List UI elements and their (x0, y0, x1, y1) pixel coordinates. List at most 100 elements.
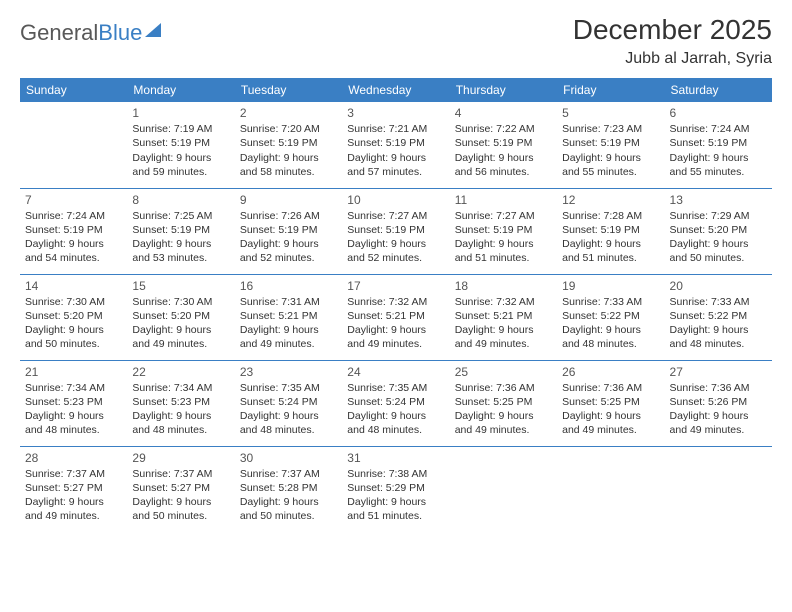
calendar-day: 22Sunrise: 7:34 AMSunset: 5:23 PMDayligh… (127, 360, 234, 446)
calendar-day: 1Sunrise: 7:19 AMSunset: 5:19 PMDaylight… (127, 102, 234, 188)
day-number: 20 (670, 278, 767, 294)
daylight-line: Daylight: 9 hours and 50 minutes. (25, 323, 122, 351)
calendar-day: 26Sunrise: 7:36 AMSunset: 5:25 PMDayligh… (557, 360, 664, 446)
daylight-line: Daylight: 9 hours and 51 minutes. (455, 237, 552, 265)
daylight-line: Daylight: 9 hours and 49 minutes. (670, 409, 767, 437)
sunset-line: Sunset: 5:28 PM (240, 481, 337, 495)
day-number: 29 (132, 450, 229, 466)
calendar-empty (20, 102, 127, 188)
calendar-day: 21Sunrise: 7:34 AMSunset: 5:23 PMDayligh… (20, 360, 127, 446)
day-number: 19 (562, 278, 659, 294)
sunset-line: Sunset: 5:24 PM (240, 395, 337, 409)
calendar-day: 9Sunrise: 7:26 AMSunset: 5:19 PMDaylight… (235, 188, 342, 274)
sunset-line: Sunset: 5:19 PM (132, 223, 229, 237)
sunset-line: Sunset: 5:29 PM (347, 481, 444, 495)
daylight-line: Daylight: 9 hours and 50 minutes. (132, 495, 229, 523)
calendar-week: 21Sunrise: 7:34 AMSunset: 5:23 PMDayligh… (20, 360, 772, 446)
sunrise-line: Sunrise: 7:32 AM (347, 295, 444, 309)
calendar-day: 12Sunrise: 7:28 AMSunset: 5:19 PMDayligh… (557, 188, 664, 274)
sunrise-line: Sunrise: 7:36 AM (455, 381, 552, 395)
sunset-line: Sunset: 5:19 PM (25, 223, 122, 237)
sunset-line: Sunset: 5:22 PM (670, 309, 767, 323)
calendar-day: 15Sunrise: 7:30 AMSunset: 5:20 PMDayligh… (127, 274, 234, 360)
sunset-line: Sunset: 5:19 PM (240, 136, 337, 150)
sunrise-line: Sunrise: 7:38 AM (347, 467, 444, 481)
calendar-day: 5Sunrise: 7:23 AMSunset: 5:19 PMDaylight… (557, 102, 664, 188)
sail-icon (145, 23, 161, 37)
day-number: 28 (25, 450, 122, 466)
calendar-day: 24Sunrise: 7:35 AMSunset: 5:24 PMDayligh… (342, 360, 449, 446)
sunrise-line: Sunrise: 7:36 AM (670, 381, 767, 395)
day-number: 10 (347, 192, 444, 208)
calendar-empty (450, 446, 557, 532)
day-number: 21 (25, 364, 122, 380)
calendar-week: 14Sunrise: 7:30 AMSunset: 5:20 PMDayligh… (20, 274, 772, 360)
header: GeneralBlue December 2025 Jubb al Jarrah… (20, 14, 772, 68)
calendar-day: 29Sunrise: 7:37 AMSunset: 5:27 PMDayligh… (127, 446, 234, 532)
day-number: 26 (562, 364, 659, 380)
day-header: Wednesday (342, 78, 449, 102)
sunrise-line: Sunrise: 7:32 AM (455, 295, 552, 309)
daylight-line: Daylight: 9 hours and 49 minutes. (132, 323, 229, 351)
sunrise-line: Sunrise: 7:24 AM (25, 209, 122, 223)
day-number: 18 (455, 278, 552, 294)
calendar-day: 20Sunrise: 7:33 AMSunset: 5:22 PMDayligh… (665, 274, 772, 360)
daylight-line: Daylight: 9 hours and 49 minutes. (455, 409, 552, 437)
calendar-day: 3Sunrise: 7:21 AMSunset: 5:19 PMDaylight… (342, 102, 449, 188)
sunrise-line: Sunrise: 7:33 AM (670, 295, 767, 309)
day-number: 16 (240, 278, 337, 294)
day-number: 2 (240, 105, 337, 121)
day-number: 17 (347, 278, 444, 294)
sunset-line: Sunset: 5:20 PM (670, 223, 767, 237)
daylight-line: Daylight: 9 hours and 55 minutes. (670, 151, 767, 179)
sunrise-line: Sunrise: 7:34 AM (132, 381, 229, 395)
calendar-page: GeneralBlue December 2025 Jubb al Jarrah… (0, 0, 792, 542)
sunrise-line: Sunrise: 7:22 AM (455, 122, 552, 136)
calendar-day: 14Sunrise: 7:30 AMSunset: 5:20 PMDayligh… (20, 274, 127, 360)
sunset-line: Sunset: 5:27 PM (132, 481, 229, 495)
sunrise-line: Sunrise: 7:21 AM (347, 122, 444, 136)
sunset-line: Sunset: 5:25 PM (455, 395, 552, 409)
location: Jubb al Jarrah, Syria (573, 50, 772, 68)
daylight-line: Daylight: 9 hours and 49 minutes. (240, 323, 337, 351)
sunrise-line: Sunrise: 7:30 AM (25, 295, 122, 309)
daylight-line: Daylight: 9 hours and 52 minutes. (347, 237, 444, 265)
calendar-week: 7Sunrise: 7:24 AMSunset: 5:19 PMDaylight… (20, 188, 772, 274)
daylight-line: Daylight: 9 hours and 57 minutes. (347, 151, 444, 179)
daylight-line: Daylight: 9 hours and 51 minutes. (562, 237, 659, 265)
sunrise-line: Sunrise: 7:24 AM (670, 122, 767, 136)
sunrise-line: Sunrise: 7:25 AM (132, 209, 229, 223)
day-number: 30 (240, 450, 337, 466)
day-number: 5 (562, 105, 659, 121)
sunset-line: Sunset: 5:23 PM (132, 395, 229, 409)
calendar-day: 18Sunrise: 7:32 AMSunset: 5:21 PMDayligh… (450, 274, 557, 360)
day-number: 12 (562, 192, 659, 208)
calendar-day: 30Sunrise: 7:37 AMSunset: 5:28 PMDayligh… (235, 446, 342, 532)
daylight-line: Daylight: 9 hours and 56 minutes. (455, 151, 552, 179)
day-number: 9 (240, 192, 337, 208)
sunrise-line: Sunrise: 7:20 AM (240, 122, 337, 136)
sunrise-line: Sunrise: 7:29 AM (670, 209, 767, 223)
sunrise-line: Sunrise: 7:36 AM (562, 381, 659, 395)
daylight-line: Daylight: 9 hours and 50 minutes. (670, 237, 767, 265)
daylight-line: Daylight: 9 hours and 48 minutes. (25, 409, 122, 437)
sunset-line: Sunset: 5:20 PM (25, 309, 122, 323)
daylight-line: Daylight: 9 hours and 49 minutes. (25, 495, 122, 523)
logo-text-gray: General (20, 20, 98, 45)
title-block: December 2025 Jubb al Jarrah, Syria (573, 14, 772, 68)
calendar-day: 2Sunrise: 7:20 AMSunset: 5:19 PMDaylight… (235, 102, 342, 188)
calendar-day: 27Sunrise: 7:36 AMSunset: 5:26 PMDayligh… (665, 360, 772, 446)
day-header: Sunday (20, 78, 127, 102)
sunset-line: Sunset: 5:25 PM (562, 395, 659, 409)
sunset-line: Sunset: 5:19 PM (240, 223, 337, 237)
day-header: Friday (557, 78, 664, 102)
daylight-line: Daylight: 9 hours and 49 minutes. (455, 323, 552, 351)
day-number: 3 (347, 105, 444, 121)
day-number: 15 (132, 278, 229, 294)
sunrise-line: Sunrise: 7:37 AM (132, 467, 229, 481)
daylight-line: Daylight: 9 hours and 58 minutes. (240, 151, 337, 179)
calendar-body: 1Sunrise: 7:19 AMSunset: 5:19 PMDaylight… (20, 102, 772, 532)
calendar-day: 13Sunrise: 7:29 AMSunset: 5:20 PMDayligh… (665, 188, 772, 274)
sunrise-line: Sunrise: 7:34 AM (25, 381, 122, 395)
sunset-line: Sunset: 5:19 PM (347, 223, 444, 237)
